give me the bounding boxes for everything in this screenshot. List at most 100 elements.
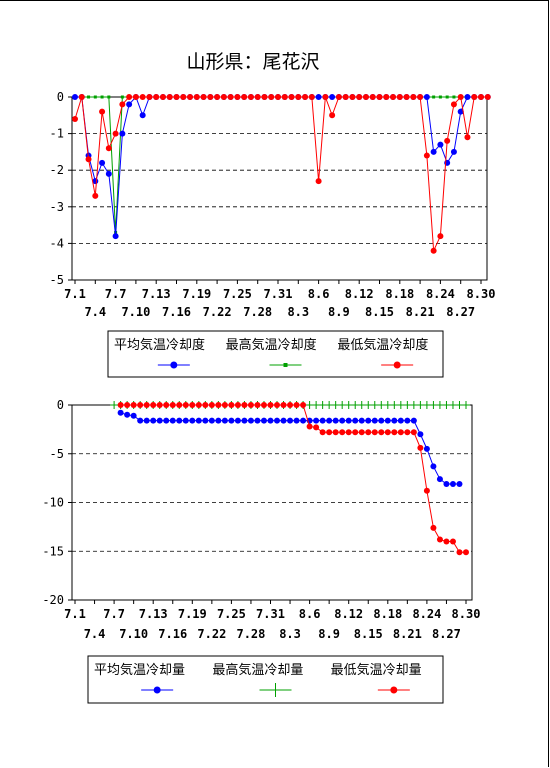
x-tick-label: 7.19 bbox=[178, 607, 207, 621]
point-max bbox=[438, 95, 442, 99]
point-avg bbox=[329, 94, 336, 100]
point-avg bbox=[163, 417, 170, 424]
y-tick-label: -1 bbox=[50, 127, 64, 141]
chart-cooling-degree: 0 -1 -2 -3 -4 -57.1 7.7 7.13 7.19 7.25 7.31 8.6 8.12… bbox=[50, 90, 495, 378]
y-tick-label: -2 bbox=[50, 163, 64, 177]
point-min bbox=[193, 94, 200, 100]
point-max bbox=[445, 95, 449, 99]
point-min bbox=[362, 94, 369, 100]
x-tick-label: 7.16 bbox=[162, 305, 191, 319]
point-min bbox=[450, 101, 457, 108]
y-tick-label: -10 bbox=[42, 496, 64, 510]
point-avg bbox=[300, 417, 307, 424]
point-avg bbox=[234, 417, 241, 424]
point-min bbox=[288, 94, 295, 100]
point-avg bbox=[456, 480, 463, 487]
point-min bbox=[241, 402, 248, 408]
point-min bbox=[150, 402, 157, 408]
x-tick-label: 8.27 bbox=[446, 305, 475, 319]
point-min bbox=[345, 429, 352, 436]
x-tick-label: 7.1 bbox=[64, 607, 86, 621]
y-tick-label: -4 bbox=[50, 236, 64, 250]
point-min bbox=[390, 94, 397, 100]
point-avg bbox=[365, 417, 372, 424]
legend-label-min: 最低気温冷却度 bbox=[337, 337, 428, 353]
point-avg bbox=[326, 417, 333, 424]
point-min bbox=[173, 94, 180, 100]
point-min bbox=[383, 94, 390, 100]
point-avg bbox=[208, 417, 215, 424]
x-tick-label: 7.7 bbox=[103, 607, 125, 621]
point-min bbox=[254, 94, 261, 100]
point-avg bbox=[391, 417, 398, 424]
point-max bbox=[100, 95, 104, 99]
point-min bbox=[207, 94, 214, 100]
point-min bbox=[195, 402, 202, 408]
legend-marker-avg bbox=[170, 361, 178, 369]
point-min bbox=[78, 94, 85, 100]
series-line-min bbox=[74, 95, 488, 251]
point-min bbox=[369, 94, 376, 100]
point-avg bbox=[221, 417, 228, 424]
point-min bbox=[85, 156, 92, 163]
point-avg bbox=[130, 412, 137, 419]
point-min bbox=[117, 402, 124, 408]
point-min bbox=[280, 402, 287, 408]
point-min bbox=[430, 524, 437, 531]
point-min bbox=[436, 536, 443, 543]
point-min bbox=[281, 94, 288, 100]
y-tick-label: -15 bbox=[42, 544, 64, 558]
point-avg bbox=[119, 130, 126, 137]
point-min bbox=[306, 423, 313, 430]
point-min bbox=[313, 424, 320, 431]
point-avg bbox=[423, 94, 430, 100]
legend-marker-avg bbox=[153, 686, 161, 694]
point-min bbox=[443, 538, 450, 545]
x-tick-label: 7.19 bbox=[182, 287, 211, 301]
point-avg bbox=[176, 417, 183, 424]
point-avg bbox=[313, 417, 320, 424]
point-min bbox=[202, 402, 209, 408]
point-min bbox=[221, 402, 228, 408]
point-min bbox=[335, 94, 342, 100]
x-tick-label: 7.31 bbox=[256, 607, 285, 621]
point-avg bbox=[457, 108, 464, 115]
point-min bbox=[319, 429, 326, 436]
x-tick-label: 7.25 bbox=[223, 287, 252, 301]
point-avg bbox=[378, 417, 385, 424]
point-min bbox=[92, 192, 99, 199]
point-max bbox=[93, 95, 97, 99]
point-min bbox=[274, 402, 281, 408]
point-min bbox=[166, 94, 173, 100]
point-max bbox=[107, 95, 111, 99]
point-min bbox=[456, 549, 463, 556]
x-tick-label: 8.18 bbox=[385, 287, 414, 301]
point-max bbox=[87, 95, 91, 99]
x-tick-label: 7.13 bbox=[142, 287, 171, 301]
legend-marker-min bbox=[390, 686, 398, 694]
x-tick-label: 8.12 bbox=[345, 287, 374, 301]
point-min bbox=[261, 94, 268, 100]
point-min bbox=[234, 94, 241, 100]
point-min bbox=[339, 429, 346, 436]
point-min bbox=[153, 94, 160, 100]
legend-marker-min bbox=[393, 361, 401, 369]
point-avg bbox=[417, 431, 424, 438]
point-min bbox=[326, 429, 333, 436]
y-tick-label: -5 bbox=[50, 447, 64, 461]
point-min bbox=[384, 429, 391, 436]
point-max bbox=[120, 95, 124, 99]
point-avg bbox=[352, 417, 359, 424]
point-avg bbox=[267, 417, 274, 424]
point-avg bbox=[384, 417, 391, 424]
x-tick-label: 7.28 bbox=[243, 305, 272, 319]
x-tick-label: 7.31 bbox=[264, 287, 293, 301]
point-min bbox=[417, 94, 424, 100]
point-min bbox=[247, 402, 254, 408]
x-tick-label: 8.9 bbox=[318, 627, 340, 641]
point-min bbox=[182, 402, 189, 408]
point-min bbox=[287, 402, 294, 408]
point-avg bbox=[241, 417, 248, 424]
point-min bbox=[322, 94, 329, 100]
x-tick-label: 7.4 bbox=[84, 305, 106, 319]
